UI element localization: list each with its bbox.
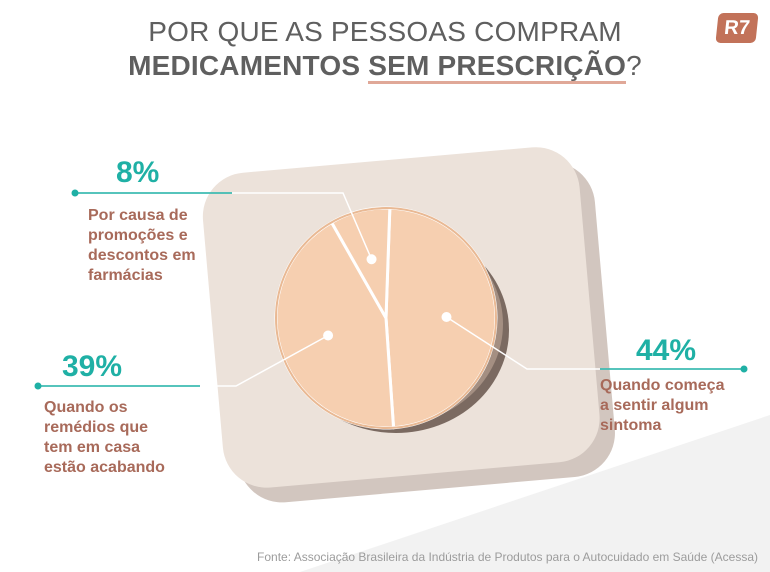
label-44-percent: 44% — [636, 334, 697, 367]
slice-dot — [366, 254, 377, 265]
leader-end-dot — [740, 365, 748, 373]
desc-line: estão acabando — [44, 459, 165, 476]
desc-line: farmácias — [88, 267, 163, 284]
label-8-desc: Por causa de promoções e descontos em fa… — [88, 206, 196, 286]
desc-line: tem em casa — [44, 439, 141, 456]
desc-line: remédios que — [44, 419, 149, 436]
pie-slices — [274, 206, 498, 430]
desc-line: Quando os — [44, 399, 128, 416]
leader-lines — [34, 189, 748, 390]
leader-end-dot — [71, 189, 79, 197]
leader-end-dot — [34, 382, 42, 390]
r7-logo: R7 — [715, 13, 759, 43]
desc-line: a sentir algum — [600, 397, 709, 414]
title-part-1: MEDICAMENTOS — [128, 50, 369, 81]
source-note: Fonte: Associação Brasileira da Indústri… — [257, 550, 758, 564]
label-39-desc: Quando os remédios que tem em casa estão… — [44, 398, 165, 478]
desc-line: Quando começa — [600, 377, 725, 394]
desc-line: sintoma — [600, 417, 662, 434]
label-44-desc: Quando começa a sentir algum sintoma — [600, 376, 724, 436]
desc-line: descontos em — [88, 247, 196, 264]
label-39-percent: 39% — [62, 350, 123, 383]
slice-dot — [323, 330, 334, 341]
pill-rim — [275, 207, 497, 429]
title-line-2: MEDICAMENTOS SEM PRESCRIÇÃO? — [0, 50, 770, 84]
title-part-3: ? — [626, 50, 642, 81]
desc-line: promoções e — [88, 227, 188, 244]
desc-line: Por causa de — [88, 207, 188, 224]
title-part-2-underlined: SEM PRESCRIÇÃO — [368, 50, 627, 84]
floor-shape — [300, 415, 770, 572]
slice-dot — [441, 311, 452, 322]
title-line-1: POR QUE AS PESSOAS COMPRAM — [148, 16, 622, 47]
label-8-percent: 8% — [116, 156, 160, 189]
